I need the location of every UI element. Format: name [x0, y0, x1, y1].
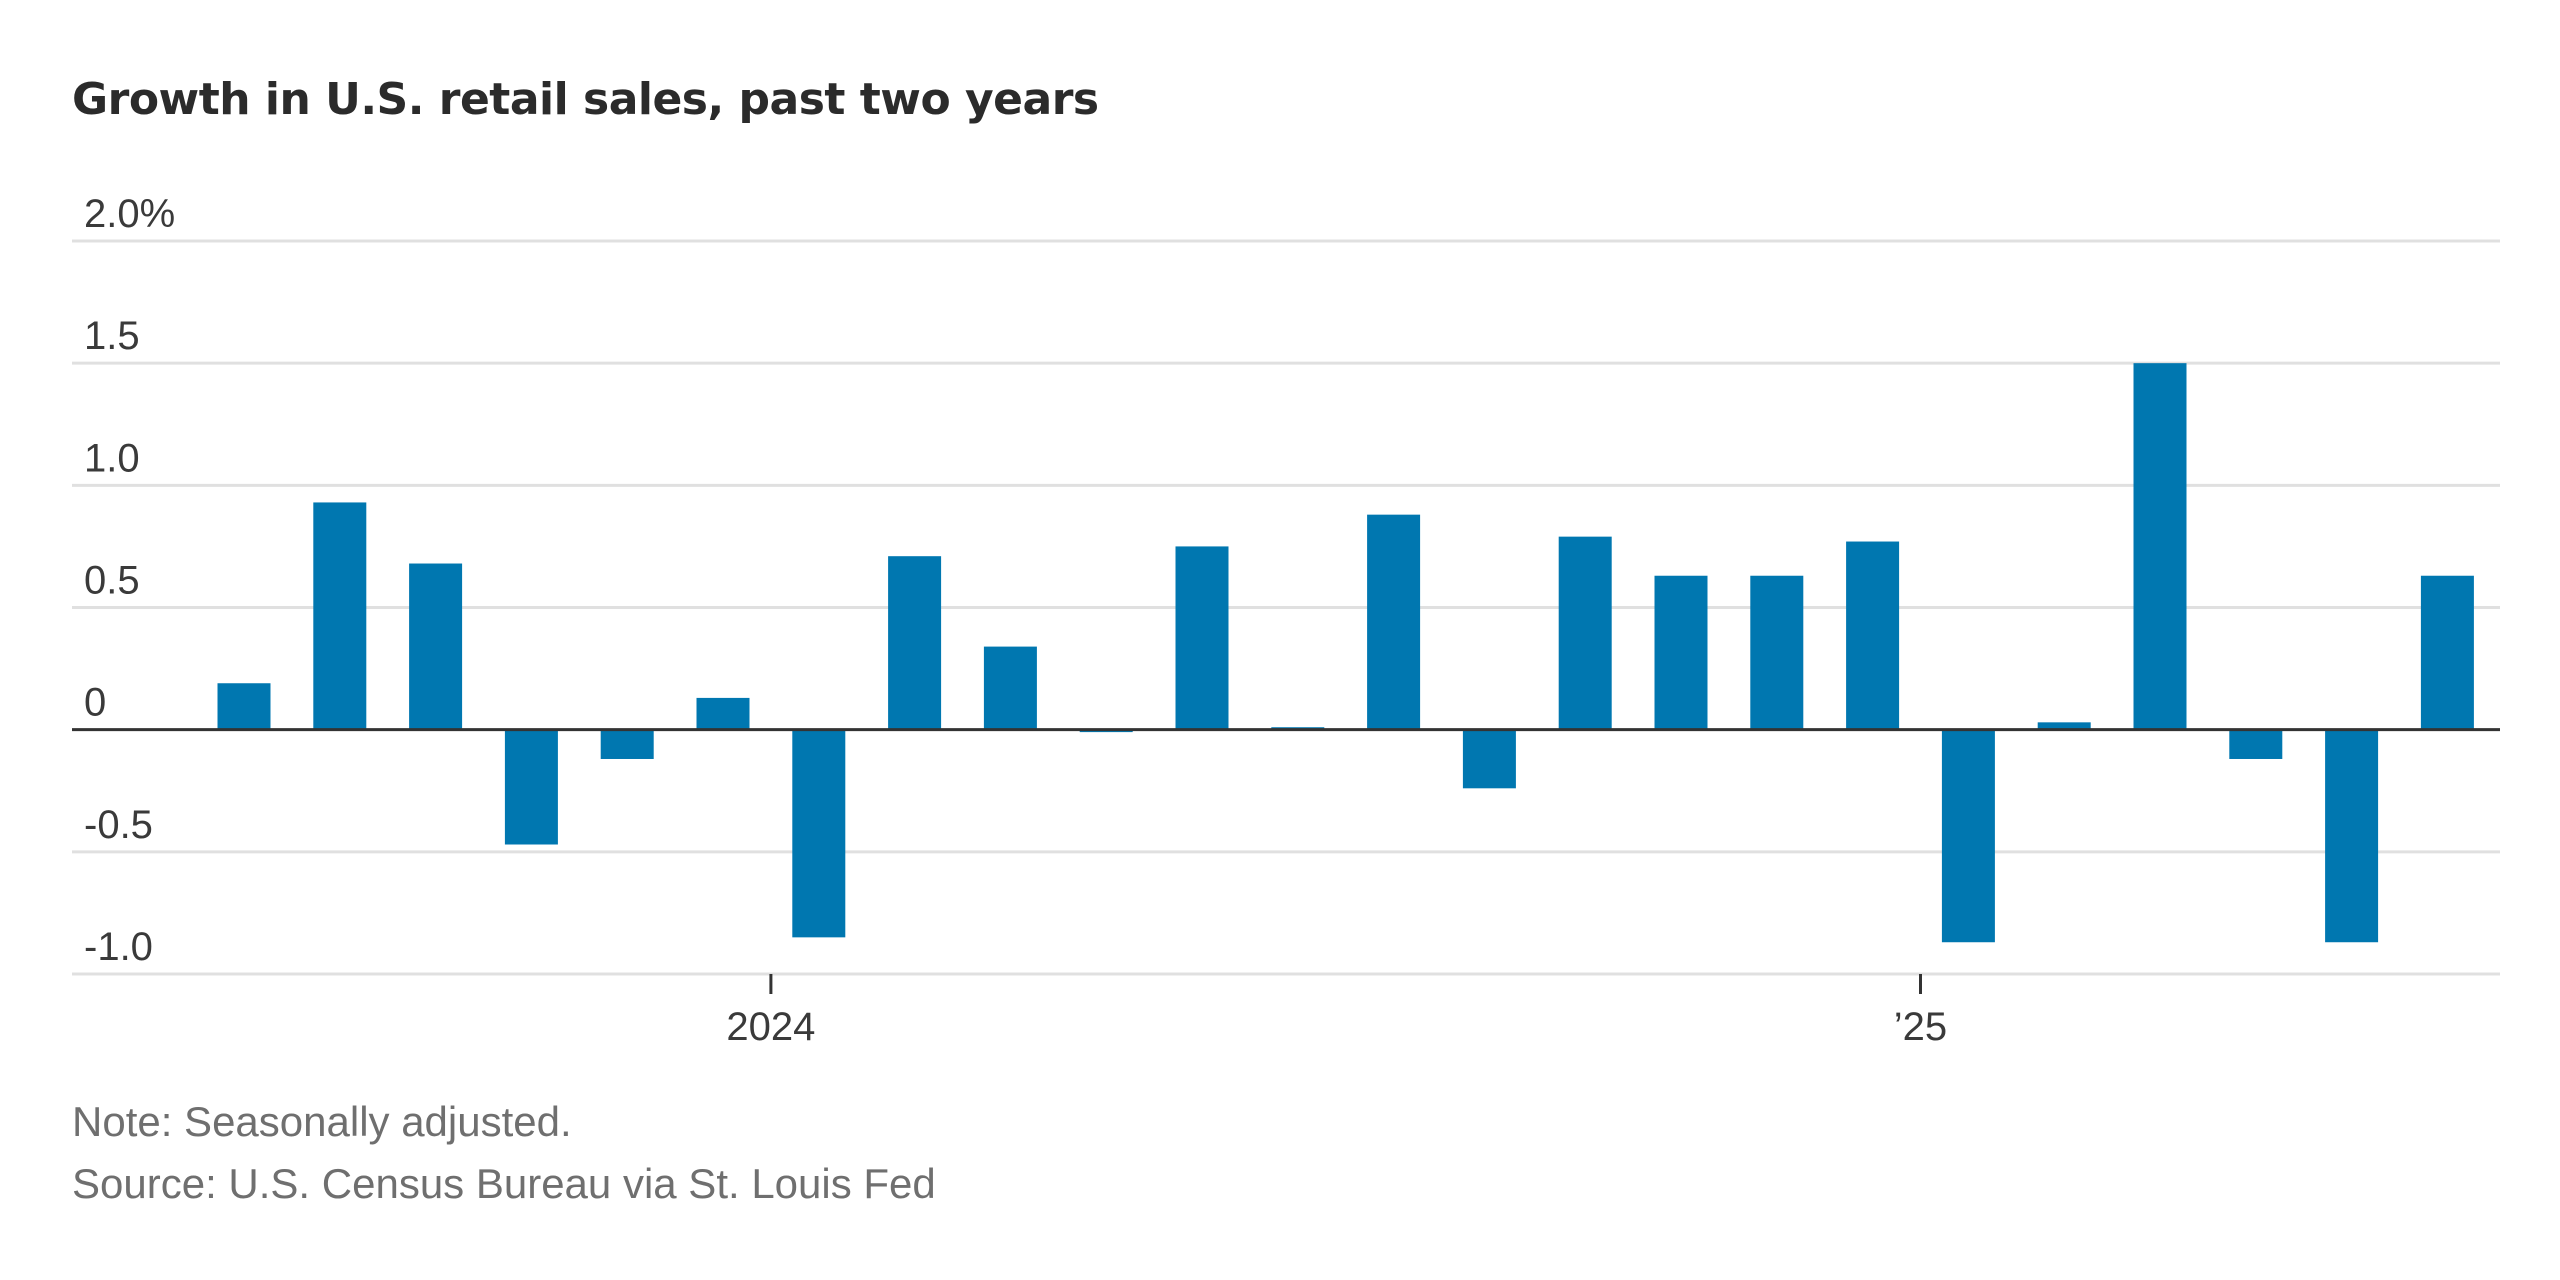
y-tick-label: 0.5 — [84, 559, 140, 603]
bar — [696, 697, 750, 730]
x-tick-label: ’25 — [1894, 1005, 1947, 1049]
x-axis: 2024 ’25 — [72, 728, 2500, 1049]
bar-chart: 2.0% 1.5 1.0 0.5 0 -0.5 -1.0 2024 ’25 — [72, 192, 2500, 1049]
bar — [1175, 546, 1229, 730]
bar — [2229, 729, 2283, 759]
bar — [1367, 514, 1421, 730]
bar — [313, 502, 367, 730]
chart-source: Source: U.S. Census Bureau via St. Louis… — [72, 1160, 936, 1207]
bar — [1750, 575, 1804, 730]
bar — [600, 729, 654, 759]
y-tick-label: 2.0% — [84, 192, 175, 236]
bars — [217, 363, 2474, 943]
bar — [504, 729, 558, 845]
bar — [409, 563, 463, 730]
bar — [1846, 541, 1900, 730]
gridlines — [72, 239, 2500, 976]
bar — [1941, 729, 1995, 943]
bar — [1558, 536, 1612, 730]
y-tick-label: 1.0 — [84, 436, 140, 480]
chart-note: Note: Seasonally adjusted. — [72, 1098, 572, 1145]
bar — [2037, 722, 2091, 730]
bar — [2133, 363, 2187, 730]
chart-title: Growth in U.S. retail sales, past two ye… — [72, 74, 1099, 125]
y-tick-label: -1.0 — [84, 925, 153, 969]
bar — [1654, 575, 1708, 730]
bar — [983, 646, 1037, 730]
x-tick-label: 2024 — [726, 1005, 815, 1049]
bar — [217, 683, 271, 730]
bar — [2325, 729, 2379, 943]
y-tick-label: -0.5 — [84, 803, 153, 847]
y-axis-labels: 2.0% 1.5 1.0 0.5 0 -0.5 -1.0 — [84, 192, 175, 969]
bar — [792, 729, 846, 938]
y-tick-label: 1.5 — [84, 314, 140, 358]
y-tick-label: 0 — [84, 681, 106, 725]
bar — [2420, 575, 2474, 730]
bar — [1462, 729, 1516, 789]
bar — [888, 556, 942, 730]
